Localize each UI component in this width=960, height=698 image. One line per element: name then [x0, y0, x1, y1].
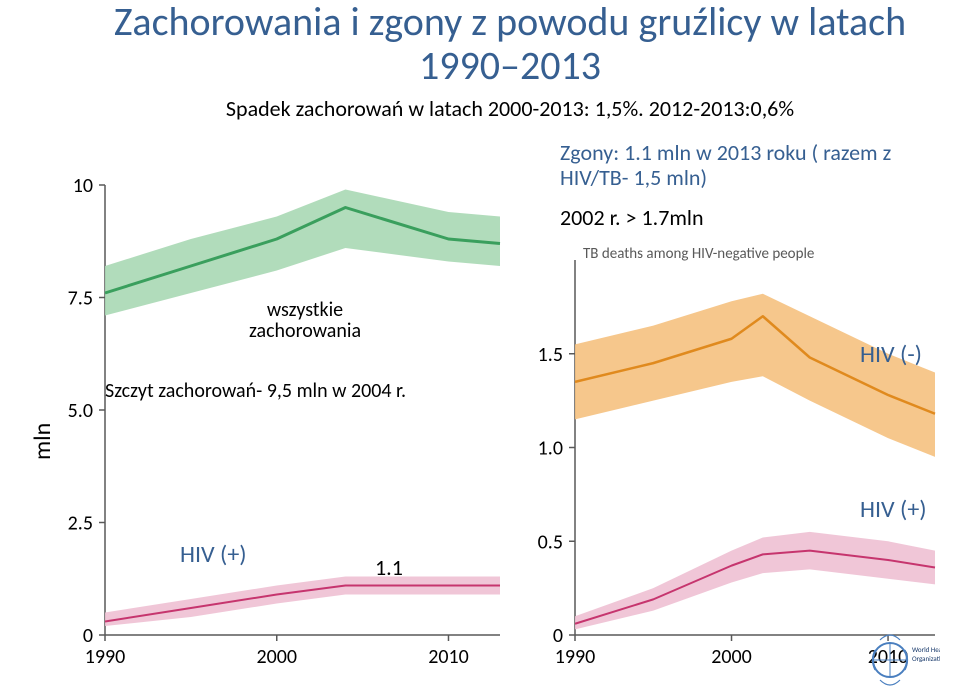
- svg-text:7.5: 7.5: [68, 287, 93, 311]
- svg-text:TB deaths among HIV-negative p: TB deaths among HIV-negative people: [583, 245, 814, 263]
- svg-text:Organization: Organization: [912, 654, 940, 663]
- svg-text:1990: 1990: [85, 645, 126, 669]
- left-peak-annotation: Szczyt zachorowań- 9,5 mln w 2004 r.: [105, 380, 406, 403]
- page-subtitle: Spadek zachorowań w latach 2000-2013: 1,…: [90, 95, 930, 122]
- page-title: Zachorowania i zgony z powodu gruźlicy w…: [90, 0, 930, 88]
- all-cases-label: wszystkie zachorowania: [220, 300, 390, 342]
- svg-text:5.0: 5.0: [68, 399, 93, 423]
- incidence-chart: 02.55.07.510199020002010: [55, 165, 510, 675]
- svg-text:1.0: 1.0: [538, 437, 563, 461]
- peak-2002-annotation: 2002 r. > 1.7mln: [560, 205, 704, 230]
- deaths-annotation: Zgony: 1.1 mln w 2013 roku ( razem z HIV…: [560, 140, 940, 191]
- svg-text:World Health: World Health: [912, 645, 940, 654]
- svg-text:2000: 2000: [711, 645, 752, 669]
- left-1-1-label: 1.1: [375, 555, 403, 580]
- svg-text:0.5: 0.5: [538, 530, 563, 554]
- svg-text:2010: 2010: [428, 645, 469, 669]
- who-logo: World Health Organization: [870, 630, 940, 690]
- deaths-chart: 00.51.01.5199020002010TB deaths among HI…: [530, 240, 950, 675]
- right-hiv-pos-label: HIV (+): [860, 495, 927, 524]
- left-hiv-pos-label: HIV (+): [180, 540, 247, 569]
- svg-text:2000: 2000: [256, 645, 297, 669]
- svg-text:1.5: 1.5: [538, 343, 563, 367]
- y-axis-label: mln: [28, 423, 57, 460]
- svg-text:2.5: 2.5: [68, 512, 93, 536]
- right-hiv-neg-label: HIV (-): [860, 340, 922, 369]
- svg-text:1990: 1990: [555, 645, 596, 669]
- svg-text:10: 10: [73, 174, 93, 198]
